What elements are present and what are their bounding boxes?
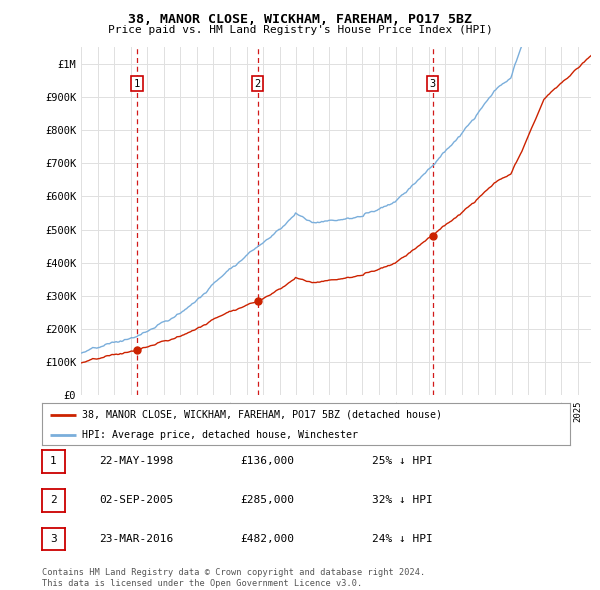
Text: 25% ↓ HPI: 25% ↓ HPI: [372, 457, 433, 466]
Text: 3: 3: [50, 535, 57, 544]
Text: £136,000: £136,000: [240, 457, 294, 466]
Text: Price paid vs. HM Land Registry's House Price Index (HPI): Price paid vs. HM Land Registry's House …: [107, 25, 493, 35]
Text: £285,000: £285,000: [240, 496, 294, 505]
Text: Contains HM Land Registry data © Crown copyright and database right 2024.
This d: Contains HM Land Registry data © Crown c…: [42, 568, 425, 588]
Text: 02-SEP-2005: 02-SEP-2005: [99, 496, 173, 505]
Text: 3: 3: [430, 78, 436, 88]
Text: 23-MAR-2016: 23-MAR-2016: [99, 535, 173, 544]
Text: 38, MANOR CLOSE, WICKHAM, FAREHAM, PO17 5BZ (detached house): 38, MANOR CLOSE, WICKHAM, FAREHAM, PO17 …: [82, 410, 442, 420]
Text: 2: 2: [254, 78, 261, 88]
Text: 2: 2: [50, 496, 57, 505]
Text: 1: 1: [50, 457, 57, 466]
Text: HPI: Average price, detached house, Winchester: HPI: Average price, detached house, Winc…: [82, 430, 358, 440]
Text: 38, MANOR CLOSE, WICKHAM, FAREHAM, PO17 5BZ: 38, MANOR CLOSE, WICKHAM, FAREHAM, PO17 …: [128, 13, 472, 26]
Text: 24% ↓ HPI: 24% ↓ HPI: [372, 535, 433, 544]
Text: 32% ↓ HPI: 32% ↓ HPI: [372, 496, 433, 505]
Text: 1: 1: [134, 78, 140, 88]
Text: 22-MAY-1998: 22-MAY-1998: [99, 457, 173, 466]
Text: £482,000: £482,000: [240, 535, 294, 544]
